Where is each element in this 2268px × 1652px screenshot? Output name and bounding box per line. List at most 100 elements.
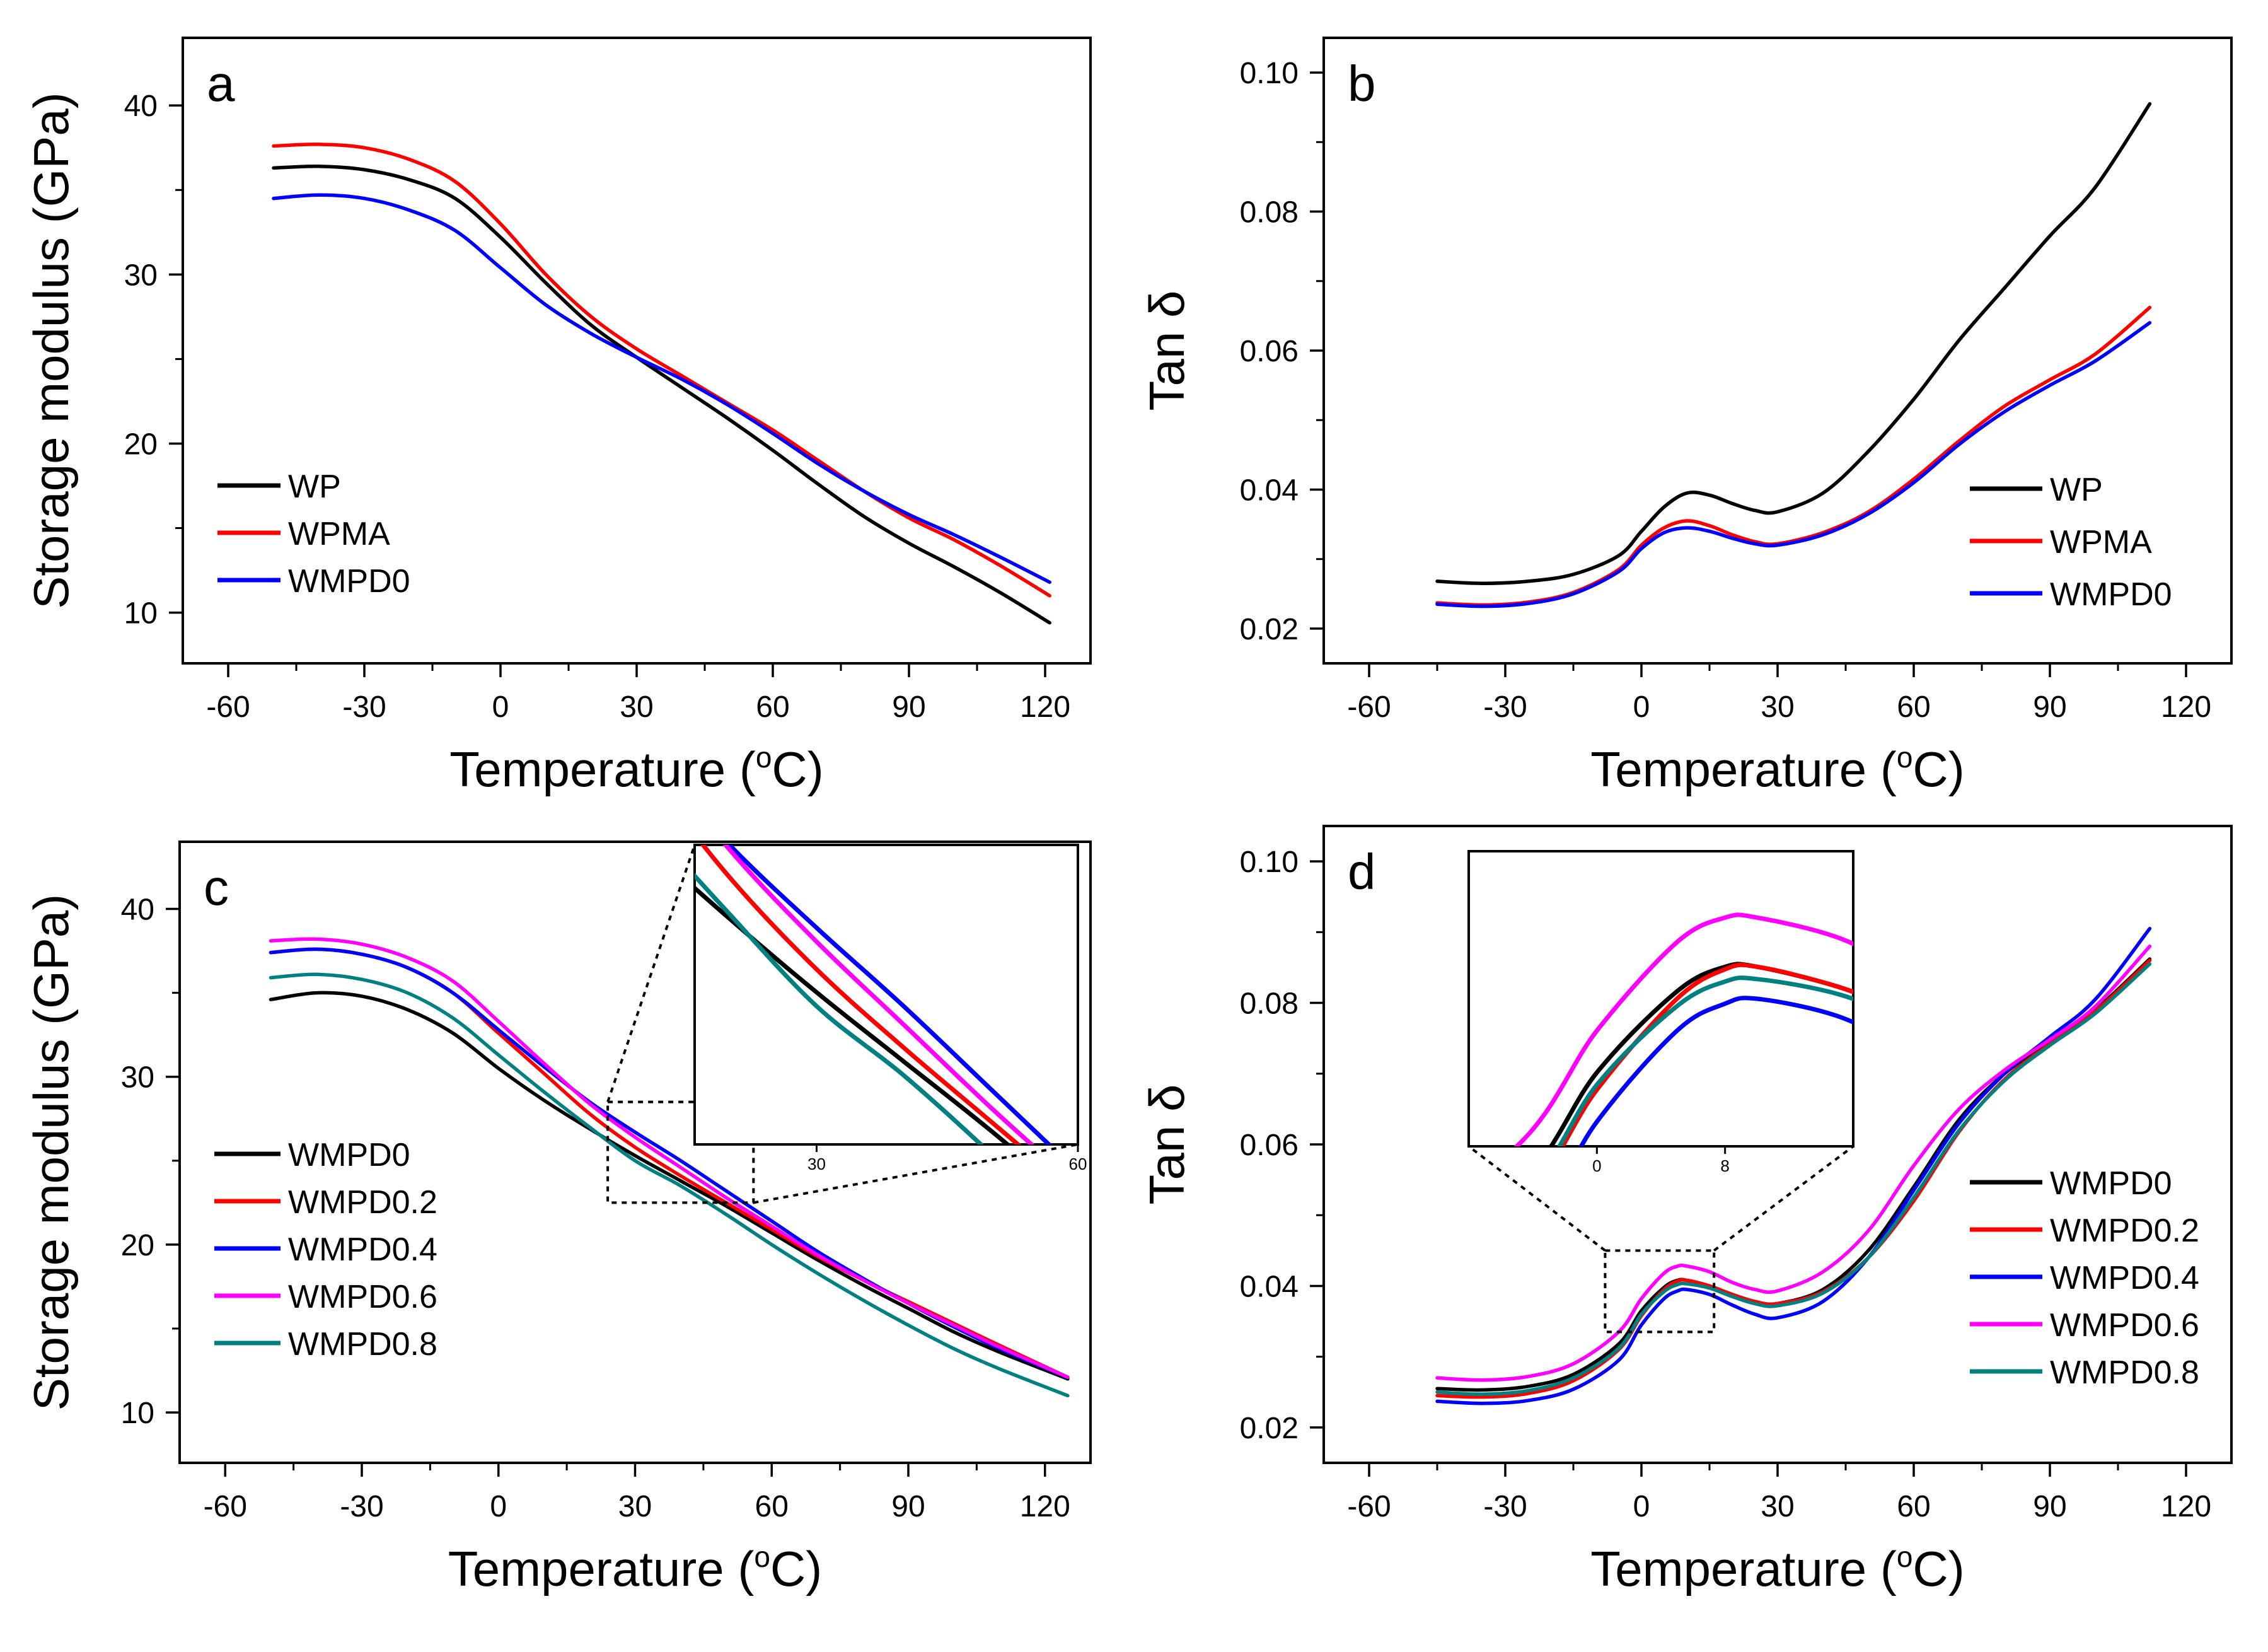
legend-label: WMPD0.4 — [2050, 1260, 2199, 1296]
x-tick-label: 60 — [756, 690, 789, 724]
x-tick-label: 90 — [2033, 1490, 2066, 1523]
series-line-wp — [272, 164, 1051, 625]
series-line-wmpd0 — [269, 991, 1070, 1381]
y-axis-title: Storage modulus (GPa) — [23, 894, 79, 1411]
x-tick-label: 0 — [1633, 1490, 1650, 1523]
legend-label: WMPD0 — [288, 1137, 410, 1173]
legend-label: WPMA — [288, 516, 390, 552]
x-tick-label: 0 — [492, 690, 509, 724]
x-tick-label: 0 — [1633, 690, 1650, 724]
x-axis-title: Temperature (oC) — [448, 1540, 822, 1597]
x-tick-label: 60 — [1897, 690, 1930, 724]
legend-label: WMPD0.2 — [2050, 1213, 2199, 1249]
series-line-wp — [1435, 102, 2152, 585]
y-tick-label: 40 — [124, 90, 158, 123]
panel-letter: c — [204, 859, 229, 916]
x-axis-title: Temperature (oC) — [1590, 741, 1964, 797]
inset-frame — [1467, 850, 1854, 1148]
y-tick-label: 30 — [121, 1061, 154, 1095]
x-tick-label: -30 — [1483, 690, 1527, 724]
plot-frame — [1322, 37, 2233, 665]
x-axis-title: Temperature (oC) — [449, 741, 823, 797]
legend-label: WP — [2050, 472, 2103, 508]
x-tick-label: 30 — [1761, 690, 1794, 724]
y-tick-label: 0.06 — [1240, 1129, 1299, 1162]
y-tick-label: 0.10 — [1240, 57, 1299, 90]
y-tick-label: 20 — [121, 1229, 154, 1262]
series-line-wmpd0 — [1435, 321, 2152, 608]
series-line-wmpd0-6 — [269, 937, 1070, 1379]
series-line-wmpd0-4 — [1435, 926, 2152, 1405]
zoom-connector — [1467, 1145, 1606, 1252]
legend-label: WP — [288, 468, 341, 505]
series-line-wmpd0 — [272, 193, 1051, 585]
x-tick-label: -60 — [1347, 690, 1391, 724]
series-line-wmpd0-6 — [1435, 945, 2152, 1382]
panel-d: -60 -30 0 30 60 90 120 0.02 0.04 0.06 0.08 0.10 Temp… — [1139, 825, 2233, 1597]
panel-letter: d — [1348, 844, 1376, 900]
y-tick-label: 0.02 — [1240, 613, 1299, 646]
inset-series — [695, 845, 1053, 1144]
legend-label: WMPD0.8 — [288, 1326, 437, 1363]
panel-b: -60 -30 0 30 60 90 120 0.02 0.04 0.06 0.08 0.10 Temp… — [1139, 37, 2233, 797]
panel-a: -60 -30 0 30 60 90 120 10 20 30 40 Temperature (oC)… — [23, 37, 1092, 797]
x-tick-label: 120 — [1020, 1490, 1070, 1523]
y-tick-label: 0.10 — [1240, 846, 1299, 879]
zoom-connector — [753, 1143, 1079, 1204]
y-axis-title: Tan δ — [1139, 291, 1195, 411]
y-tick-label: 0.04 — [1240, 1270, 1299, 1303]
x-tick-label: -30 — [342, 690, 386, 724]
x-tick-label: 90 — [892, 690, 925, 724]
inset-x-tick-label: 8 — [1720, 1156, 1729, 1175]
x-tick-label: -60 — [1347, 1490, 1391, 1523]
series-line-wpma — [1435, 305, 2152, 607]
y-tick-label: 0.06 — [1240, 335, 1299, 368]
x-axis-title: Temperature (oC) — [1590, 1540, 1964, 1597]
series-line-wmpd0-8 — [269, 972, 1070, 1398]
y-axis-title: Storage modulus (GPa) — [23, 92, 79, 608]
inset-x-tick-label: 30 — [807, 1155, 826, 1173]
x-tick-label: 60 — [1897, 1490, 1930, 1523]
zoom-region-box — [1604, 1249, 1716, 1334]
y-tick-label: 40 — [121, 893, 154, 926]
y-axis-title: Tan δ — [1139, 1085, 1195, 1205]
panel-letter: a — [207, 55, 235, 112]
legend-label: WMPD0.4 — [288, 1231, 437, 1268]
legend-label: WMPD0.2 — [288, 1184, 437, 1221]
legend-label: WMPD0.6 — [288, 1279, 437, 1315]
x-tick-label: 120 — [2161, 690, 2211, 724]
legend-label: WMPD0.6 — [2050, 1307, 2199, 1344]
x-tick-label: 0 — [490, 1490, 507, 1523]
y-tick-label: 0.08 — [1240, 196, 1299, 230]
legend-label: WMPD0 — [288, 563, 410, 600]
inset-line-wmpd0-8 — [695, 872, 985, 1144]
y-tick-label: 10 — [124, 597, 158, 631]
legend-label: WPMA — [2050, 524, 2152, 561]
y-tick-label: 30 — [124, 259, 158, 292]
x-tick-label: 90 — [2033, 690, 2066, 724]
legend-label: WMPD0.8 — [2050, 1354, 2199, 1391]
inset-line-wmpd0-6 — [722, 845, 1035, 1144]
y-tick-label: 0.02 — [1240, 1412, 1299, 1445]
inset-line-wmpd0 — [695, 885, 1011, 1144]
x-tick-label: 30 — [620, 690, 653, 724]
series-line-wpma — [272, 143, 1051, 598]
inset: 30 60 — [606, 844, 1087, 1204]
inset-line-wmpd0-2 — [700, 845, 1022, 1144]
y-tick-label: 0.08 — [1240, 987, 1299, 1021]
x-tick-label: 120 — [2161, 1490, 2211, 1523]
zoom-region-box — [606, 1100, 755, 1204]
legend: WP WPMA WMPD0 — [1970, 472, 2172, 613]
legend-label: WMPD0 — [2050, 576, 2172, 613]
x-tick-label: 60 — [755, 1490, 789, 1523]
inset-x-tick-label: 0 — [1592, 1156, 1601, 1175]
legend-label: WMPD0 — [2050, 1165, 2172, 1202]
inset-frame — [693, 844, 1079, 1146]
zoom-connector — [606, 844, 696, 1103]
y-tick-label: 20 — [124, 428, 158, 461]
x-tick-label: 30 — [618, 1490, 652, 1523]
series-line-wmpd0-8 — [1435, 962, 2152, 1396]
x-tick-label: -30 — [340, 1490, 383, 1523]
